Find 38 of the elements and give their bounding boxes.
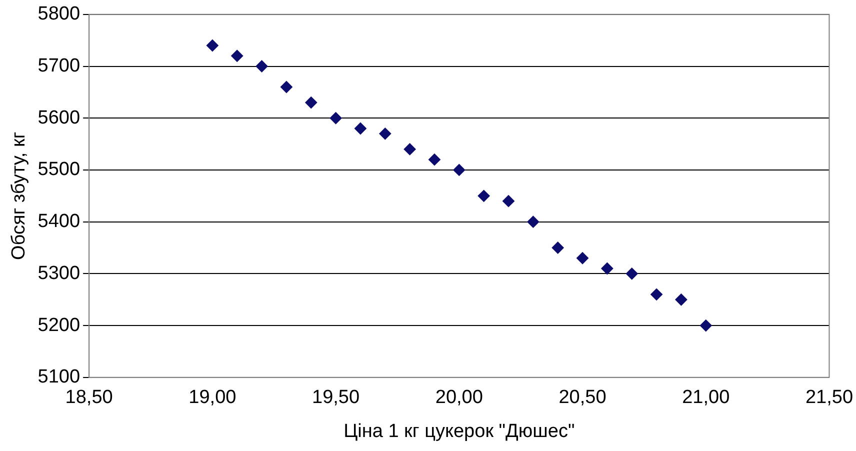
- point: [256, 60, 268, 72]
- x-tick-label: 19,50: [312, 387, 360, 408]
- point: [527, 216, 540, 228]
- point: [280, 81, 292, 93]
- point: [502, 195, 514, 208]
- point: [601, 262, 614, 274]
- y-tick-label: 5600: [38, 107, 80, 128]
- point: [576, 252, 589, 264]
- point: [379, 128, 392, 140]
- point: [305, 96, 318, 109]
- point: [478, 190, 490, 202]
- point: [552, 242, 564, 254]
- y-tick-label: 5800: [38, 4, 80, 25]
- point: [700, 320, 712, 332]
- point: [206, 40, 218, 52]
- point: [231, 50, 244, 62]
- x-tick-label: 20,00: [435, 387, 483, 408]
- point: [428, 154, 440, 166]
- x-axis-title: Ціна 1 кг цукерок "Дюшес": [344, 420, 575, 442]
- point: [330, 112, 342, 124]
- y-axis-title: Обсяг збуту, кг: [8, 132, 30, 260]
- y-tick-label: 5100: [38, 366, 80, 388]
- point: [626, 268, 638, 280]
- point: [404, 143, 416, 156]
- x-tick-label: 18,50: [65, 387, 113, 408]
- x-tick-label: 21,50: [805, 387, 853, 408]
- x-tick-label: 20,50: [558, 387, 606, 408]
- y-tick-label: 5500: [38, 159, 80, 180]
- point: [650, 288, 663, 300]
- point: [453, 164, 466, 176]
- y-tick-label: 5200: [38, 314, 80, 336]
- x-tick-label: 21,00: [682, 387, 730, 408]
- x-tick-label: 19,00: [188, 387, 236, 408]
- y-tick-label: 5700: [38, 55, 80, 76]
- point: [354, 122, 366, 134]
- y-tick-label: 5300: [38, 262, 80, 284]
- point: [675, 294, 688, 306]
- y-tick-label: 5400: [38, 211, 80, 232]
